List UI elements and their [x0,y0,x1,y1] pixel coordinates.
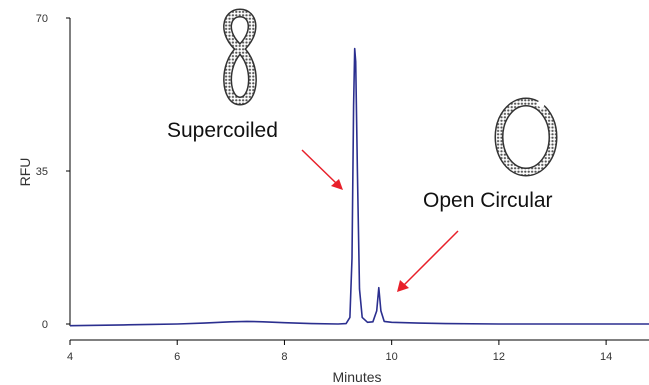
x-tick-label: 14 [600,351,612,363]
x-tick-label: 4 [67,351,73,363]
rfu-trace-line [69,47,649,327]
open-circular-plasmid-icon [494,97,558,177]
supercoiled-label: Supercoiled [167,119,278,142]
x-tick-label: 8 [281,351,287,363]
x-tick-label: 12 [493,351,505,363]
x-axis-title: Minutes [332,369,381,385]
y-tick-label: 35 [36,166,48,178]
open-circular-arrow [397,230,459,292]
x-tick-label: 6 [174,351,180,363]
y-tick-label: 0 [42,319,48,331]
y-tick-label: 70 [36,13,48,25]
x-tick-label: 10 [386,351,398,363]
open-circular-label: Open Circular [423,189,553,212]
supercoiled-plasmid-icon [223,8,257,106]
y-axis-title: RFU [17,158,33,187]
supercoiled-arrow [301,149,343,190]
